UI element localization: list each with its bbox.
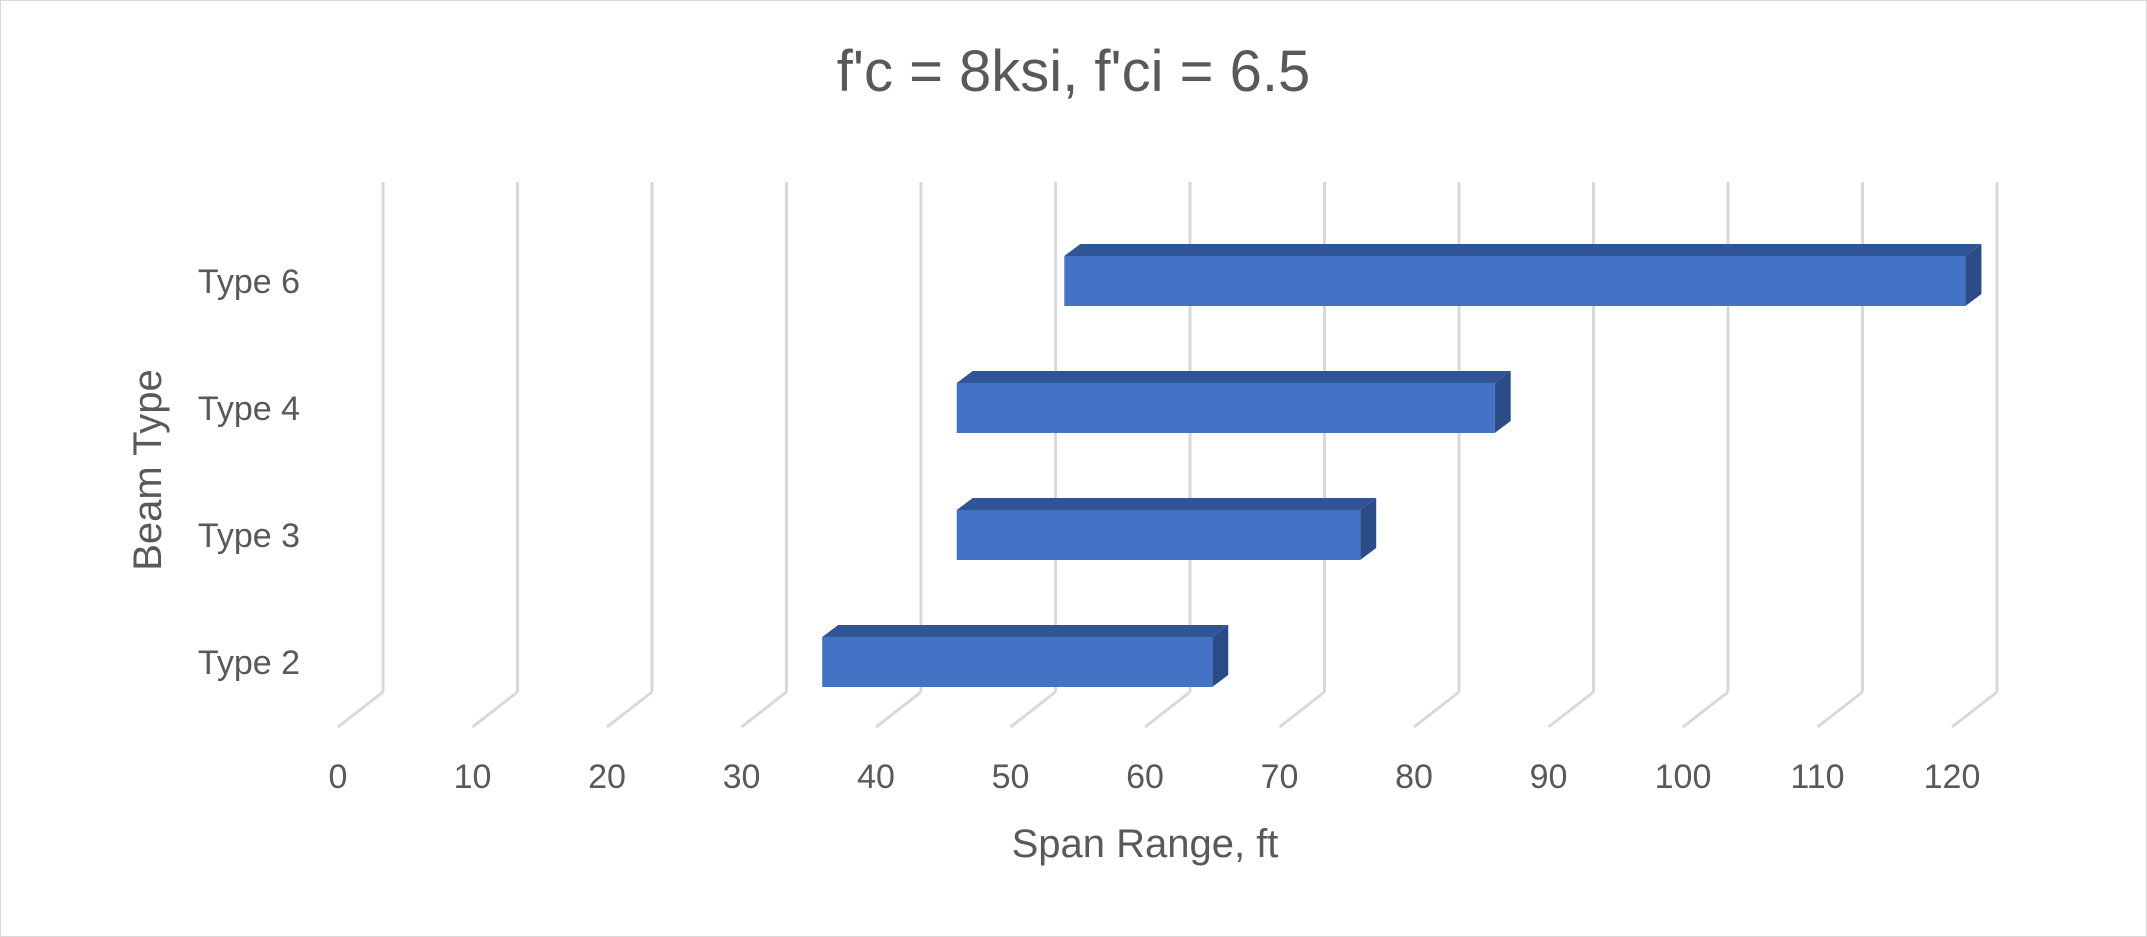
chart-title: f'c = 8ksi, f'ci = 6.5 bbox=[836, 39, 1311, 104]
bar-top-face bbox=[956, 371, 1511, 383]
bar bbox=[1064, 256, 1966, 306]
floor-gridline bbox=[1278, 690, 1326, 729]
gridlines bbox=[337, 182, 1999, 729]
x-tick-label: 50 bbox=[992, 758, 1030, 796]
y-category-label: Type 6 bbox=[198, 263, 300, 301]
floor-gridline bbox=[606, 690, 653, 729]
x-tick-label: 80 bbox=[1395, 758, 1433, 796]
x-axis-title: Span Range, ft bbox=[1012, 822, 1279, 866]
y-category-label: Type 4 bbox=[198, 390, 300, 428]
floor-gridline bbox=[1951, 690, 1998, 729]
floor-gridline bbox=[875, 690, 922, 729]
x-tick-label: 90 bbox=[1530, 758, 1568, 796]
floor-gridline bbox=[471, 690, 519, 729]
bar-top-face bbox=[956, 498, 1377, 510]
bar bbox=[956, 510, 1361, 560]
x-tick-label: 40 bbox=[857, 758, 895, 796]
bar-side-face bbox=[1212, 625, 1229, 687]
x-tick-label: 60 bbox=[1126, 758, 1164, 796]
bar-side-face bbox=[1360, 498, 1377, 560]
x-tick-label: 10 bbox=[454, 758, 492, 796]
bars bbox=[822, 244, 1982, 687]
floor-gridline bbox=[337, 690, 384, 729]
bar-top-face bbox=[822, 625, 1229, 637]
x-tick-label: 110 bbox=[1790, 758, 1844, 796]
x-tick-label: 120 bbox=[1924, 758, 1981, 796]
floor-gridline bbox=[1682, 690, 1729, 729]
bar bbox=[822, 637, 1213, 687]
bar-top-face bbox=[1064, 244, 1982, 256]
floor-gridline bbox=[740, 690, 788, 729]
y-category-label: Type 3 bbox=[198, 517, 300, 555]
floor-gridline bbox=[1009, 690, 1057, 729]
bar bbox=[956, 383, 1495, 433]
y-category-label: Type 2 bbox=[198, 644, 300, 682]
bar-side-face bbox=[1965, 244, 1982, 306]
x-tick-label: 70 bbox=[1261, 758, 1299, 796]
floor-gridline bbox=[1144, 690, 1191, 729]
x-tick-label: 100 bbox=[1655, 758, 1712, 796]
floor-gridline bbox=[1816, 690, 1864, 729]
x-tick-label: 20 bbox=[588, 758, 626, 796]
x-tick-label: 0 bbox=[329, 758, 348, 796]
labels: 0 10 20 30 40 50 60 70 80 90 100 110 120 Type 2 Type 3… bbox=[126, 263, 1980, 866]
floor-gridline bbox=[1413, 690, 1460, 729]
y-axis-title: Beam Type bbox=[126, 369, 170, 571]
bar-side-face bbox=[1494, 371, 1511, 433]
floor-gridline bbox=[1547, 690, 1595, 729]
x-tick-label: 30 bbox=[723, 758, 761, 796]
